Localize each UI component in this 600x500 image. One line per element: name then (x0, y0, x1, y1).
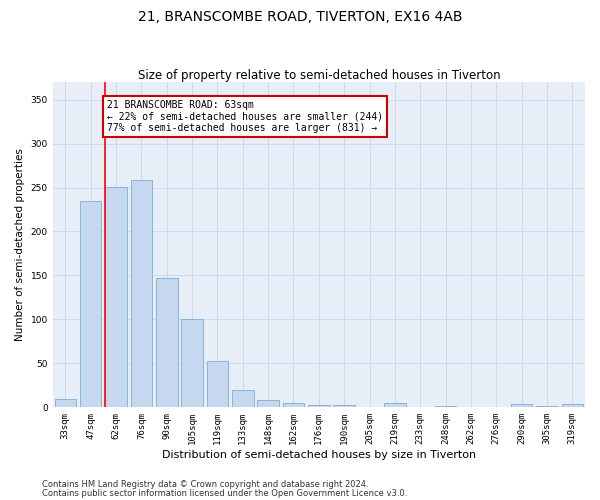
Bar (206, 360, 228, 408)
Bar (562, 404, 583, 407)
X-axis label: Distribution of semi-detached houses by size in Tiverton: Distribution of semi-detached houses by … (162, 450, 476, 460)
Bar (536, 406, 558, 407)
Bar (55, 400, 76, 407)
Bar (283, 403, 304, 407)
Text: Contains public sector information licensed under the Open Government Licence v3: Contains public sector information licen… (42, 489, 407, 498)
Bar (435, 406, 457, 407)
Title: Size of property relative to semi-detached houses in Tiverton: Size of property relative to semi-detach… (137, 69, 500, 82)
Bar (232, 390, 254, 407)
Bar (334, 404, 355, 407)
Text: Contains HM Land Registry data © Crown copyright and database right 2024.: Contains HM Land Registry data © Crown c… (42, 480, 368, 489)
Bar (105, 186, 127, 408)
Bar (80, 200, 101, 408)
Bar (308, 404, 329, 407)
Text: 21, BRANSCOMBE ROAD, TIVERTON, EX16 4AB: 21, BRANSCOMBE ROAD, TIVERTON, EX16 4AB (138, 10, 462, 24)
Bar (384, 403, 406, 407)
Y-axis label: Number of semi-detached properties: Number of semi-detached properties (15, 148, 25, 341)
Bar (511, 404, 532, 407)
Bar (257, 400, 279, 407)
Bar (181, 320, 203, 408)
Text: 21 BRANSCOMBE ROAD: 63sqm
← 22% of semi-detached houses are smaller (244)
77% of: 21 BRANSCOMBE ROAD: 63sqm ← 22% of semi-… (107, 100, 383, 133)
Bar (156, 278, 178, 407)
Bar (131, 180, 152, 408)
